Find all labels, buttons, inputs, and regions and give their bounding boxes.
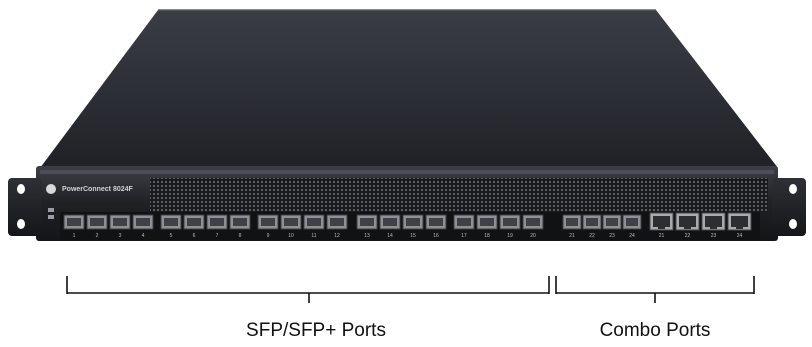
model-label: PowerConnect 8024F — [62, 186, 134, 193]
dell-logo-icon — [46, 184, 56, 194]
sfp-ports-bracket — [66, 276, 550, 303]
sfp-port[interactable]: 3 — [109, 214, 131, 239]
sfp-port-number: 9 — [267, 233, 270, 239]
combo-sfp-port[interactable]: 24 — [622, 214, 642, 239]
chassis-top — [40, 10, 778, 168]
rj45-port[interactable]: 24 — [727, 212, 752, 239]
sfp-port-number: 15 — [410, 233, 416, 239]
sfp-port-number: 18 — [484, 233, 490, 239]
sfp-port-number: 2 — [96, 233, 99, 239]
combo-rj45-port-group: 21 22 23 24 — [649, 212, 752, 239]
status-leds — [48, 208, 54, 219]
combo-sfp-port[interactable]: 22 — [582, 214, 602, 239]
sfp-port-number: 10 — [288, 233, 294, 239]
sfp-port[interactable]: 12 — [326, 214, 348, 239]
sfp-port-number: 6 — [193, 233, 196, 239]
sfp-port[interactable]: 8 — [229, 214, 251, 239]
sfp-port-number: 20 — [530, 233, 536, 239]
combo-ports-label: Combo Ports — [599, 320, 711, 341]
combo-sfp-port[interactable]: 21 — [562, 214, 582, 239]
combo-sfp-port-number: 23 — [609, 233, 615, 239]
sfp-port-number: 13 — [364, 233, 370, 239]
rj45-port-number: 24 — [737, 233, 743, 239]
sfp-port-number: 8 — [239, 233, 242, 239]
rj45-port[interactable]: 21 — [649, 212, 674, 239]
rj45-port-number: 23 — [711, 233, 717, 239]
sfp-port[interactable]: 20 — [522, 214, 544, 239]
sfp-port[interactable]: 4 — [132, 214, 154, 239]
left-rack-ear — [8, 178, 42, 236]
sfp-port-number: 12 — [334, 233, 340, 239]
sfp-port[interactable]: 2 — [86, 214, 108, 239]
rj45-port[interactable]: 23 — [701, 212, 726, 239]
sfp-port-number: 3 — [119, 233, 122, 239]
sfp-port-number: 4 — [142, 233, 145, 239]
sfp-port[interactable]: 9 — [257, 214, 279, 239]
sfp-port-group: 1 2 3 4 5 6 7 8 9 10 11 12 13 14 15 16 17 18 19 20 — [63, 214, 544, 239]
sfp-port-number: 19 — [507, 233, 513, 239]
rj45-port-number: 21 — [659, 233, 665, 239]
sfp-port[interactable]: 10 — [280, 214, 302, 239]
chassis-front-highlight — [40, 170, 774, 174]
sfp-port[interactable]: 13 — [356, 214, 378, 239]
sfp-port[interactable]: 15 — [402, 214, 424, 239]
sfp-port-number: 14 — [387, 233, 393, 239]
combo-sfp-port[interactable]: 23 — [602, 214, 622, 239]
right-rack-ear — [772, 178, 806, 236]
rj45-port-number: 22 — [685, 233, 691, 239]
combo-sfp-port-number: 22 — [589, 233, 595, 239]
sfp-port[interactable]: 18 — [476, 214, 498, 239]
sfp-port[interactable]: 14 — [379, 214, 401, 239]
sfp-port[interactable]: 6 — [183, 214, 205, 239]
sfp-port-number: 16 — [433, 233, 439, 239]
sfp-port[interactable]: 16 — [425, 214, 447, 239]
front-vent — [150, 178, 768, 212]
combo-sfp-port-group: 21 22 23 24 — [562, 214, 642, 239]
sfp-port[interactable]: 17 — [453, 214, 475, 239]
sfp-port-number: 1 — [73, 233, 76, 239]
combo-ports-bracket — [555, 276, 755, 303]
sfp-port[interactable]: 7 — [206, 214, 228, 239]
sfp-port[interactable]: 19 — [499, 214, 521, 239]
sfp-port[interactable]: 1 — [63, 214, 85, 239]
sfp-ports-label: SFP/SFP+ Ports — [246, 320, 386, 341]
sfp-port-number: 11 — [311, 233, 316, 239]
sfp-port-number: 5 — [170, 233, 173, 239]
sfp-port-number: 17 — [461, 233, 467, 239]
sfp-port[interactable]: 5 — [160, 214, 182, 239]
rj45-port[interactable]: 22 — [675, 212, 700, 239]
sfp-port-number: 7 — [216, 233, 219, 239]
combo-sfp-port-number: 21 — [569, 233, 575, 239]
combo-sfp-port-number: 24 — [629, 233, 635, 239]
sfp-port[interactable]: 11 — [303, 214, 325, 239]
